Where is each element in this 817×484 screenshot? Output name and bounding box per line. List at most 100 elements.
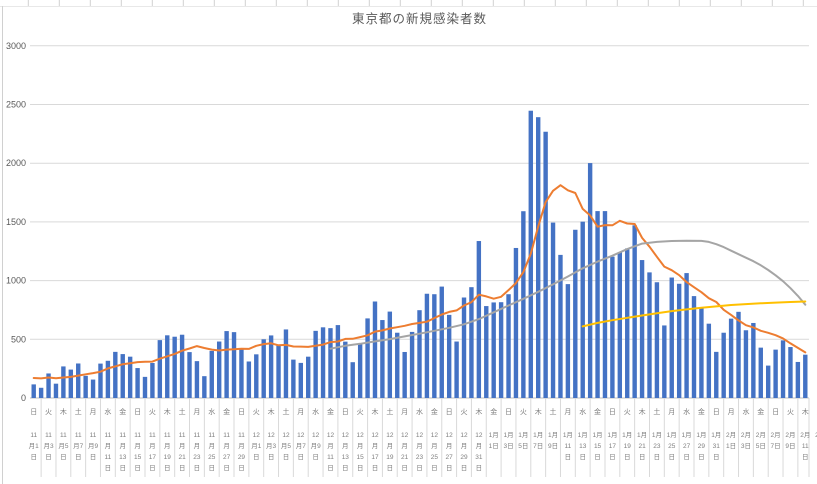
x-axis-label: 金 12 月 25 日 — [431, 407, 439, 472]
date-label-line: 1月 — [518, 431, 528, 439]
date-label-line: 日 — [624, 453, 631, 461]
date-label-line: 日 — [654, 453, 661, 461]
x-axis-label: 水 12 月9 日 — [311, 407, 322, 461]
weekday-label: 土 — [653, 407, 660, 416]
weekday-label: 金 — [490, 407, 497, 416]
date-label-line: 日 — [194, 464, 201, 472]
date-label-line: 15 — [357, 454, 365, 461]
bar — [53, 383, 59, 398]
bar — [446, 314, 452, 398]
bar — [558, 254, 563, 398]
x-axis-label: 金 1月 15 日 — [592, 407, 602, 461]
date-label-line: 日 — [268, 453, 275, 461]
date-label-line: 月 — [416, 442, 423, 450]
date-label-line: 2月 — [756, 431, 766, 439]
date-label-line: 日 — [579, 453, 586, 461]
date-label-line: 7日 — [533, 442, 543, 450]
date-label-line: 日 — [209, 464, 216, 472]
weekday-label: 日 — [342, 408, 349, 416]
weekday-label: 木 — [371, 407, 378, 416]
date-label-line: 1月 — [682, 431, 692, 439]
date-label-line: 11 — [179, 432, 186, 439]
bar — [172, 336, 177, 398]
date-label-line: 2月 — [741, 431, 751, 439]
date-label-line: 9日 — [785, 442, 795, 450]
bar — [625, 248, 630, 398]
bar — [335, 325, 341, 398]
bar — [31, 384, 36, 398]
weekday-label: 木 — [639, 407, 646, 416]
bar — [461, 297, 467, 398]
bar — [350, 362, 355, 398]
date-label-line: 日 — [164, 464, 171, 472]
y-axis-labels: 0 500 1000 1500 2000 2500 3000 — [6, 41, 26, 403]
date-label-line: 日 — [476, 464, 483, 472]
date-label-line: 月9 — [88, 442, 99, 450]
x-axis-label: 日 12 月 13 日 — [342, 408, 350, 472]
bar — [298, 362, 303, 398]
bar — [409, 331, 415, 398]
date-label-line: 29 — [238, 454, 246, 461]
weekday-label: 月 — [564, 408, 571, 416]
bar — [246, 361, 252, 398]
bar — [105, 360, 111, 398]
date-label-line: 11 — [30, 432, 37, 439]
date-label-line: 月 — [164, 442, 171, 450]
x-axis-labels: 日11月1日火11月3日木11月5日土11月7日月11月9日水11月11日金11… — [29, 407, 817, 472]
date-label-line: 月 — [179, 442, 186, 450]
bar — [536, 117, 541, 398]
weekday-label: 金 — [431, 407, 438, 416]
date-label-line: 3日 — [741, 442, 751, 450]
date-label-line: 12 — [342, 432, 350, 439]
date-label-line: 日 — [283, 453, 290, 461]
date-label-line: 月3 — [43, 442, 54, 450]
date-label-line: 月 — [119, 442, 126, 450]
date-label-line: 月7 — [73, 442, 84, 450]
x-axis-label: 月 2月 1日 — [726, 408, 736, 450]
bar — [654, 282, 660, 398]
date-label-line: 23 — [653, 443, 661, 450]
bar — [706, 323, 712, 398]
bar — [83, 375, 88, 398]
date-label-line: 12 — [312, 432, 320, 439]
date-label-line: 月5 — [281, 442, 292, 450]
bar — [254, 354, 259, 398]
x-axis-label: 日 2月 7日 — [771, 408, 781, 450]
date-label-line: 25 — [668, 443, 676, 450]
weekday-label: 金 — [594, 407, 601, 416]
bar — [231, 332, 237, 398]
bar — [439, 286, 444, 398]
date-label-line: 12 — [431, 432, 439, 439]
x-axis-label: 火 12 月 29 日 — [460, 408, 468, 472]
date-label-line: 1月 — [548, 431, 558, 439]
weekday-label: 木 — [164, 407, 171, 416]
x-axis-label: 日 1月 31 日 — [711, 408, 721, 461]
date-label-line: 日 — [238, 464, 245, 472]
bar — [424, 293, 430, 398]
date-label-line: 31 — [713, 443, 721, 450]
bar — [714, 351, 719, 398]
date-label-line: 1月 — [503, 431, 513, 439]
weekday-label: 火 — [787, 408, 794, 416]
bar — [632, 225, 637, 398]
date-label-line: 11 — [238, 432, 245, 439]
bar — [513, 247, 519, 398]
date-label-line: 月 — [134, 442, 141, 450]
date-label-line: 12 — [253, 432, 261, 439]
bar — [676, 283, 682, 398]
date-label-line: 日 — [134, 464, 141, 472]
date-label-line: 月7 — [296, 442, 307, 450]
date-label-line: 12 — [327, 432, 335, 439]
date-label-line: 11 — [90, 432, 97, 439]
weekday-label: 水 — [208, 407, 215, 416]
date-label-line: 日 — [342, 464, 349, 472]
x-axis-label: 月 12 月 21 日 — [401, 408, 409, 472]
weekday-label: 木 — [268, 407, 275, 416]
date-label-line: 日 — [416, 464, 423, 472]
x-axis-label: 水 11 月 11 日 — [104, 407, 111, 472]
weekday-label: 水 — [104, 407, 111, 416]
date-label-line: 23 — [416, 454, 424, 461]
y-tick-label: 2500 — [6, 100, 26, 110]
bar — [46, 373, 51, 398]
